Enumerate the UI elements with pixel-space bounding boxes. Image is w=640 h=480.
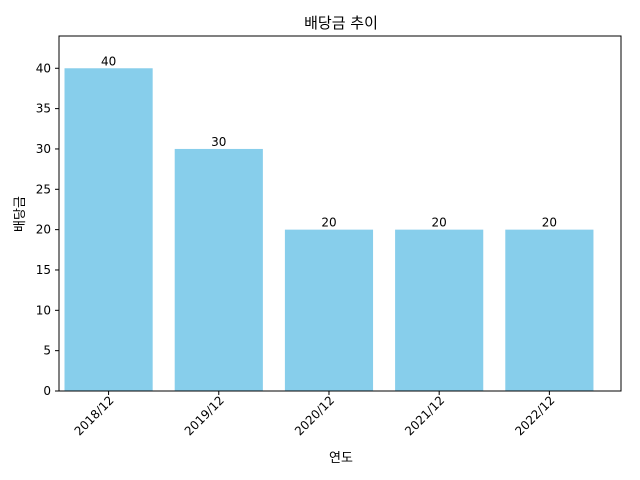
- bar: [174, 148, 263, 391]
- data-label: 20: [321, 216, 336, 230]
- bar: [395, 229, 484, 391]
- y-tick-label: 10: [36, 303, 51, 317]
- y-tick-label: 40: [36, 61, 51, 75]
- data-label: 40: [101, 54, 116, 68]
- y-tick-label: 30: [36, 142, 51, 156]
- y-tick-label: 15: [36, 263, 51, 277]
- y-tick-label: 5: [43, 344, 51, 358]
- axes-frame: [58, 35, 622, 392]
- y-tick-label: 35: [36, 102, 51, 116]
- bar: [505, 229, 594, 391]
- y-tick-label: 0: [43, 384, 51, 398]
- bar: [284, 229, 374, 391]
- x-axis-title: 연도: [329, 451, 353, 466]
- y-axis-title: 배당금: [13, 196, 28, 232]
- y-tick-label: 25: [36, 182, 51, 196]
- chart-title: 배당금 추이: [304, 14, 378, 32]
- y-tick-label: 20: [36, 223, 51, 237]
- bar: [64, 68, 153, 392]
- data-label: 30: [211, 135, 226, 149]
- data-label: 20: [432, 216, 447, 230]
- data-label: 20: [542, 216, 557, 230]
